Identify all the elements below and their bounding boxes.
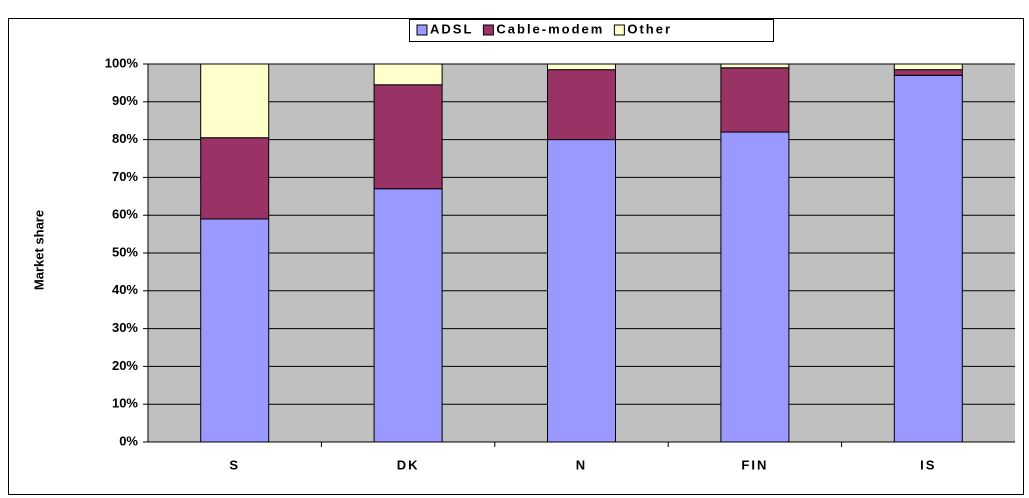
y-tick-label: 20% (112, 358, 138, 373)
bar-segment (200, 137, 270, 220)
legend-swatch (613, 24, 625, 36)
x-tick-label: FIN (741, 457, 768, 472)
bar-segment (200, 63, 270, 139)
bar-segment (547, 139, 616, 443)
y-tick-label: 90% (112, 93, 138, 108)
legend-swatch (416, 24, 428, 36)
x-tick-label: S (229, 457, 240, 472)
y-axis-label: Market share (31, 210, 46, 290)
legend-label: Other (627, 21, 672, 36)
bar-segment (373, 188, 443, 443)
legend-label: ADSL (430, 21, 473, 36)
bar-segment (893, 63, 963, 71)
bar-segment (373, 63, 443, 86)
legend-box (409, 19, 774, 42)
bar-segment (373, 84, 443, 190)
y-tick-label: 40% (112, 282, 138, 297)
y-tick-label: 80% (112, 131, 138, 146)
legend-label: Cable-modem (496, 21, 604, 36)
x-tick-label: N (576, 457, 587, 472)
y-tick-label: 100% (105, 55, 139, 70)
y-tick-label: 0% (119, 433, 138, 448)
y-tick-label: 50% (112, 244, 138, 259)
bar-segment (720, 67, 790, 133)
x-tick-label: IS (920, 457, 936, 472)
y-tick-label: 70% (112, 169, 138, 184)
bar-segment (547, 69, 616, 141)
bar-segment (720, 63, 790, 69)
y-tick-label: 30% (112, 320, 138, 335)
y-tick-label: 10% (112, 396, 138, 411)
bar-segment (893, 69, 963, 76)
bar-segment (547, 63, 616, 71)
bar-segment (893, 74, 963, 443)
bar-segment (720, 131, 790, 443)
legend-swatch (482, 24, 494, 36)
x-tick-label: DK (397, 457, 420, 472)
y-tick-label: 60% (112, 207, 138, 222)
bar-segment (200, 218, 270, 443)
